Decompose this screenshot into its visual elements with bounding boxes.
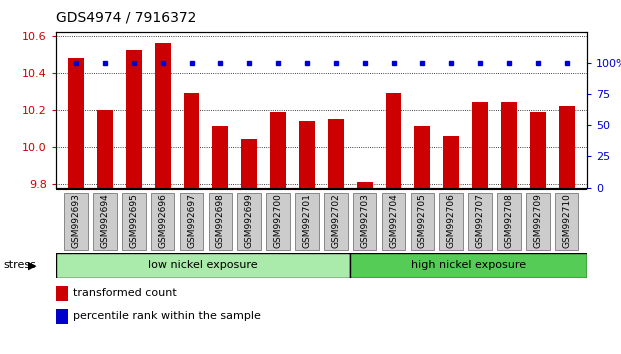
Text: GSM992701: GSM992701 [302,193,312,248]
Text: GDS4974 / 7916372: GDS4974 / 7916372 [56,11,196,25]
Text: stress: stress [3,261,36,270]
FancyBboxPatch shape [295,193,319,250]
FancyBboxPatch shape [350,253,587,278]
Text: low nickel exposure: low nickel exposure [148,261,258,270]
Text: GSM992709: GSM992709 [533,193,542,248]
Text: GSM992694: GSM992694 [101,193,109,248]
FancyBboxPatch shape [266,193,290,250]
FancyBboxPatch shape [151,193,175,250]
FancyBboxPatch shape [526,193,550,250]
Bar [559,106,574,188]
Text: GSM992697: GSM992697 [187,193,196,248]
Text: GSM992706: GSM992706 [446,193,456,248]
FancyBboxPatch shape [382,193,406,250]
Text: GSM992700: GSM992700 [274,193,283,248]
FancyBboxPatch shape [179,193,203,250]
Text: high nickel exposure: high nickel exposure [411,261,526,270]
FancyBboxPatch shape [64,193,88,250]
Bar [56,286,68,301]
Bar [443,136,459,188]
Text: GSM992704: GSM992704 [389,193,398,248]
FancyBboxPatch shape [237,193,261,250]
Bar [126,50,142,188]
Bar [356,182,373,188]
FancyBboxPatch shape [324,193,348,250]
Text: GSM992693: GSM992693 [71,193,81,248]
Bar [299,121,315,188]
Text: ▶: ▶ [28,261,37,270]
Text: GSM992710: GSM992710 [562,193,571,248]
Text: GSM992707: GSM992707 [476,193,484,248]
Text: GSM992705: GSM992705 [418,193,427,248]
Text: GSM992695: GSM992695 [129,193,138,248]
Bar [212,126,229,188]
Bar [68,58,84,188]
Bar [97,110,113,188]
FancyBboxPatch shape [468,193,492,250]
FancyBboxPatch shape [353,193,376,250]
Text: GSM992698: GSM992698 [216,193,225,248]
Text: GSM992708: GSM992708 [504,193,514,248]
Text: transformed count: transformed count [73,289,176,298]
Bar [56,309,68,324]
Bar [270,112,286,188]
Bar [472,102,488,188]
Bar [530,112,546,188]
Bar [155,43,171,188]
FancyBboxPatch shape [56,253,350,278]
Text: GSM992703: GSM992703 [360,193,369,248]
FancyBboxPatch shape [440,193,463,250]
Bar [184,93,199,188]
Text: GSM992696: GSM992696 [158,193,167,248]
FancyBboxPatch shape [410,193,434,250]
Text: GSM992699: GSM992699 [245,193,254,248]
FancyBboxPatch shape [555,193,579,250]
Text: GSM992702: GSM992702 [331,193,340,248]
Text: percentile rank within the sample: percentile rank within the sample [73,312,261,321]
Bar [328,119,344,188]
FancyBboxPatch shape [209,193,232,250]
Bar [501,102,517,188]
FancyBboxPatch shape [93,193,117,250]
Bar [414,126,430,188]
Bar [386,93,401,188]
FancyBboxPatch shape [497,193,521,250]
FancyBboxPatch shape [122,193,146,250]
Bar [242,139,257,188]
